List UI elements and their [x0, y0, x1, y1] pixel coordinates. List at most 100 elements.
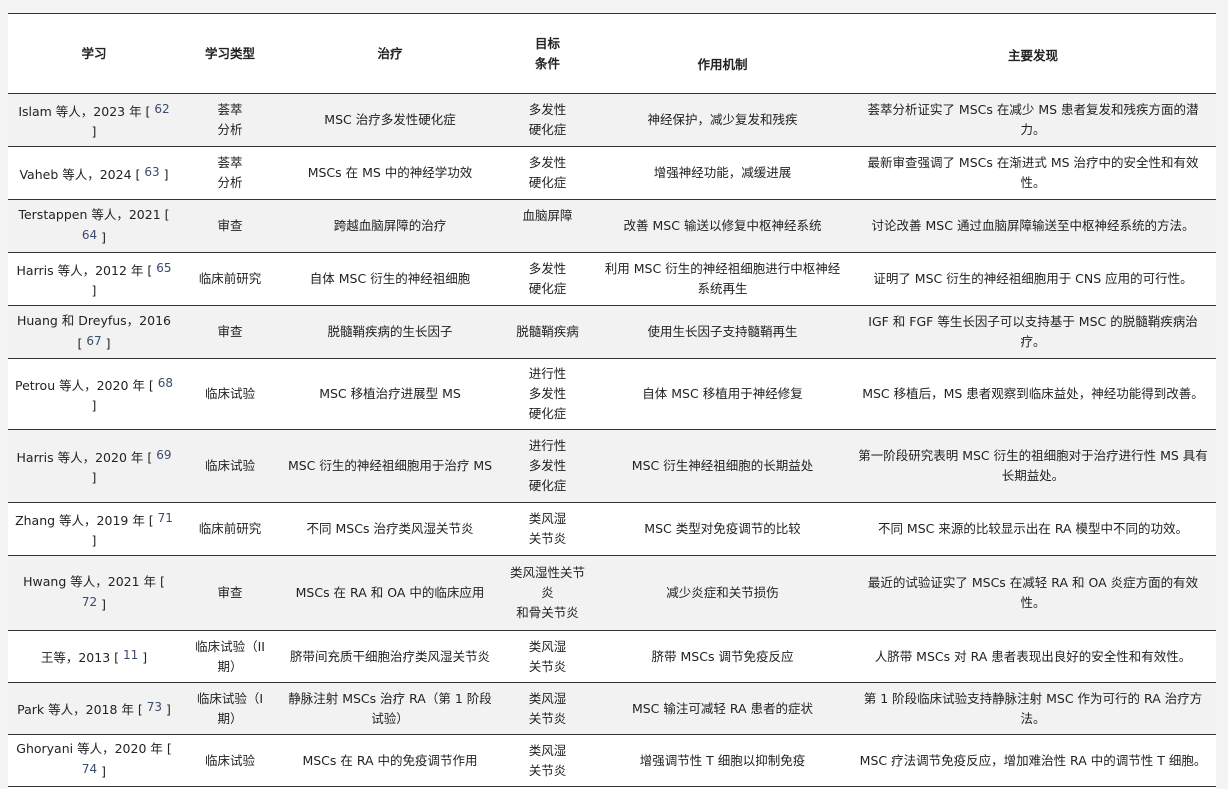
target-condition-cell: 多发性 硬化症 [500, 146, 595, 200]
ref-close: ] [101, 335, 111, 351]
study-cell: Petrou 等人，2020 年 [ 68 ] [8, 358, 180, 430]
findings-cell: 证明了 MSC 衍生的神经祖细胞用于 CNS 应用的可行性。 [850, 252, 1216, 306]
study-type-cell: 临床前研究 [180, 502, 280, 556]
findings-cell: 荟萃分析证实了 MSCs 在减少 MS 患者复发和残疾方面的潜力。 [850, 93, 1216, 147]
mechanism-cell: 利用 MSC 衍生的神经祖细胞进行中枢神经系统再生 [595, 252, 850, 306]
study-cell: Islam 等人，2023 年 [ 62 ] [8, 93, 180, 147]
reference-link[interactable]: 65 [156, 260, 172, 275]
reference-link[interactable]: 11 [123, 648, 139, 662]
mechanism-cell: MSC 衍生神经祖细胞的长期益处 [595, 429, 850, 503]
treatment-cell: 跨越血脑屏障的治疗 [280, 199, 500, 253]
treatment-cell: 不同 MSCs 治疗类风湿关节炎 [280, 502, 500, 556]
findings-cell: 第 1 阶段临床试验支持静脉注射 MSC 作为可行的 RA 治疗方法。 [850, 682, 1216, 735]
study-author: 王等，2013 [ [40, 650, 123, 665]
mechanism-cell: 改善 MSC 输送以修复中枢神经系统 [595, 199, 850, 253]
treatment-cell: 自体 MSC 衍生的神经祖细胞 [280, 252, 500, 306]
study-cell: Harris 等人，2020 年 [ 69 ] [8, 429, 180, 503]
mechanism-cell: 脐带 MSCs 调节免疫反应 [595, 630, 850, 683]
study-cell: Harris 等人，2012 年 [ 65 ] [8, 252, 180, 306]
treatment-cell: 静脉注射 MSCs 治疗 RA（第 1 阶段试验） [280, 682, 500, 735]
study-table-container: 学习 学习类型 治疗 目标 条件 作用机制 主要发现 Islam 等人，2023… [8, 13, 1216, 789]
findings-cell: 人脐带 MSCs 对 RA 患者表现出良好的安全性和有效性。 [850, 630, 1216, 683]
table-row: Hwang 等人，2021 年 [ 72 ] 审查 MSCs 在 RA 和 OA 中… [8, 555, 1216, 631]
study-type-cell: 临床试验 [180, 358, 280, 430]
treatment-cell: 脱髓鞘疾病的生长因子 [280, 305, 500, 359]
findings-cell: 讨论改善 MSC 通过血脑屏障输送至中枢神经系统的方法。 [850, 199, 1216, 253]
table-row: Ghoryani 等人，2020 年 [ 74 ] 临床试验 MSCs 在 RA 中… [8, 734, 1216, 787]
table-row: 王等，2013 [ 11 ] 临床试验（II 期） 脐带间充质干细胞治疗类风湿关节炎… [8, 630, 1216, 683]
table-row: Zhang 等人，2019 年 [ 71 ] 临床前研究 不同 MSCs 治疗类风湿… [8, 502, 1216, 556]
ref-close: ] [91, 397, 97, 413]
findings-cell: IGF 和 FGF 等生长因子可以支持基于 MSC 的脱髓鞘疾病治疗。 [850, 305, 1216, 359]
treatment-cell: MSC 移植治疗进展型 MS [280, 358, 500, 430]
findings-cell: MSC 移植后，MS 患者观察到临床益处，神经功能得到改善。 [850, 358, 1216, 430]
study-author: Petrou 等人，2020 年 [ [15, 377, 158, 393]
ref-close: ] [91, 123, 97, 139]
mechanism-cell: 自体 MSC 移植用于神经修复 [595, 358, 850, 430]
mechanism-cell: 神经保护，减少复发和残疾 [595, 93, 850, 147]
study-type-cell: 审查 [180, 305, 280, 359]
ref-close: ] [97, 764, 107, 779]
study-author: Vaheb 等人，2024 [ [19, 166, 145, 182]
header-target-condition: 目标 条件 [500, 13, 595, 94]
table-row: Vaheb 等人，2024 [ 63 ] 荟萃 分析 MSCs 在 MS 中的神经学… [8, 146, 1216, 200]
study-author: Zhang 等人，2019 年 [ [15, 512, 158, 528]
header-mechanism: 作用机制 [595, 13, 850, 94]
study-author: Harris 等人，2020 年 [ [16, 449, 157, 465]
table-row: Terstappen 等人，2021 [ 64 ] 审查 跨越血脑屏障的治疗 血脑屏障… [8, 199, 1216, 253]
study-cell: Zhang 等人，2019 年 [ 71 ] [8, 502, 180, 556]
study-type-cell: 临床试验 [180, 429, 280, 503]
reference-link[interactable]: 73 [146, 700, 163, 714]
study-author: Ghoryani 等人，2020 年 [ [16, 741, 172, 756]
table-row: Park 等人，2018 年 [ 73 ] 临床试验（I 期） 静脉注射 MSCs … [8, 682, 1216, 735]
target-condition-cell: 脱髓鞘疾病 [500, 305, 595, 359]
study-author: Harris 等人，2012 年 [ [16, 262, 157, 278]
reference-link[interactable]: 72 [81, 594, 98, 609]
study-type-cell: 审查 [180, 555, 280, 631]
target-condition-cell: 类风湿 关节炎 [500, 682, 595, 735]
study-type-cell: 荟萃 分析 [180, 93, 280, 147]
target-condition-cell: 类风湿 关节炎 [500, 630, 595, 683]
target-condition-cell: 类风湿性关节炎 和骨关节炎 [500, 555, 595, 631]
findings-cell: MSC 疗法调节免疫反应，增加难治性 RA 中的调节性 T 细胞。 [850, 734, 1216, 787]
target-condition-cell: 类风湿 关节炎 [500, 734, 595, 787]
header-study-type: 学习类型 [180, 13, 280, 94]
findings-cell: 最近的试验证实了 MSCs 在减轻 RA 和 OA 炎症方面的有效性。 [850, 555, 1216, 631]
table-row: Harris 等人，2020 年 [ 69 ] 临床试验 MSC 衍生的神经祖细胞用… [8, 429, 1216, 503]
reference-link[interactable]: 63 [144, 164, 160, 179]
ref-close: ] [91, 282, 97, 298]
reference-link[interactable]: 71 [157, 510, 173, 525]
ref-close: ] [162, 702, 171, 717]
ref-close: ] [97, 596, 107, 612]
treatment-cell: MSCs 在 RA 中的免疫调节作用 [280, 734, 500, 787]
header-treatment: 治疗 [280, 13, 500, 94]
header-study: 学习 [8, 13, 180, 94]
study-cell: Vaheb 等人，2024 [ 63 ] [8, 146, 180, 200]
ref-close: ] [97, 229, 107, 245]
ref-close: ] [91, 532, 97, 548]
target-condition-cell: 血脑屏障 [500, 199, 595, 253]
reference-link[interactable]: 67 [86, 333, 102, 348]
study-type-cell: 临床试验 [180, 734, 280, 787]
table-row: Islam 等人，2023 年 [ 62 ] 荟萃 分析 MSC 治疗多发性硬化症多… [8, 93, 1216, 147]
header-row: 学习 学习类型 治疗 目标 条件 作用机制 主要发现 [8, 13, 1216, 94]
treatment-cell: 脐带间充质干细胞治疗类风湿关节炎 [280, 630, 500, 683]
mechanism-cell: 增强神经功能，减缓进展 [595, 146, 850, 200]
study-type-cell: 荟萃 分析 [180, 146, 280, 200]
reference-link[interactable]: 69 [156, 447, 172, 462]
reference-link[interactable]: 64 [81, 227, 98, 242]
reference-link[interactable]: 68 [157, 375, 173, 390]
findings-cell: 不同 MSC 来源的比较显示出在 RA 模型中不同的功效。 [850, 502, 1216, 556]
reference-link[interactable]: 74 [81, 762, 98, 776]
header-findings: 主要发现 [850, 13, 1216, 94]
study-author: Hwang 等人，2021 年 [ [23, 573, 165, 589]
treatment-cell: MSCs 在 MS 中的神经学功效 [280, 146, 500, 200]
study-table: 学习 学习类型 治疗 目标 条件 作用机制 主要发现 Islam 等人，2023… [8, 13, 1216, 787]
study-type-cell: 临床试验（I 期） [180, 682, 280, 735]
mechanism-cell: 减少炎症和关节损伤 [595, 555, 850, 631]
reference-link[interactable]: 62 [154, 101, 170, 116]
study-cell: Park 等人，2018 年 [ 73 ] [8, 682, 180, 735]
ref-close: ] [91, 469, 97, 485]
treatment-cell: MSCs 在 RA 和 OA 中的临床应用 [280, 555, 500, 631]
ref-close: ] [159, 166, 169, 182]
